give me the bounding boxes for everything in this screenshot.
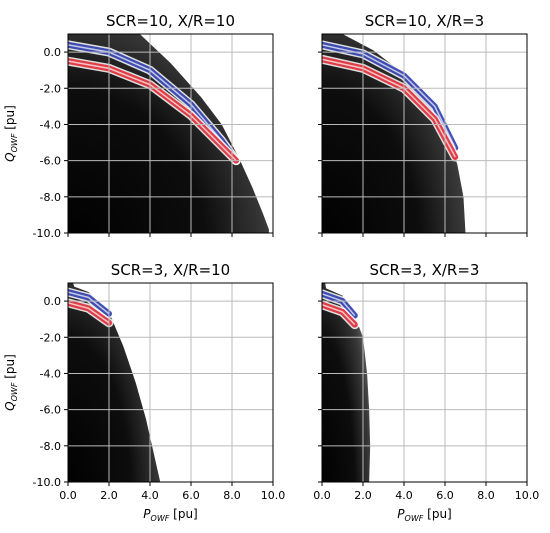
feasible-region (68, 283, 161, 482)
y-axis-label: QOWF [pu] (3, 354, 19, 411)
plot-area (68, 283, 273, 482)
y-tick-label: -8.0 (40, 440, 61, 453)
y-tick-label: 0.0 (44, 46, 62, 59)
y-tick-label: -10.0 (33, 476, 61, 489)
chart-title: SCR=10, X/R=3 (365, 12, 484, 30)
plot-area (68, 34, 273, 233)
feasible-region (68, 34, 269, 233)
x-tick-label: 8.0 (477, 489, 495, 502)
y-tick-label: -4.0 (40, 118, 61, 131)
x-axis-label: POWF [pu] (397, 507, 451, 523)
chart-panel-1: 0.0 -2.0 -4.0 -6.0 -8.0 -10.0 SCR=10, X/R=10 QO… (3, 12, 274, 240)
axes-frame (67, 33, 274, 234)
y-tick-label: -8.0 (40, 191, 61, 204)
y-tick-label: 0.0 (44, 295, 62, 308)
chart-panel-2: SCR=10, X/R=3 (318, 12, 528, 237)
x-tick-label: 0.0 (59, 489, 77, 502)
red-band-highlight (322, 304, 356, 326)
red-band-highlight (68, 60, 237, 162)
chart-title: SCR=10, X/R=10 (106, 12, 235, 30)
chart-title: SCR=3, X/R=3 (370, 261, 480, 279)
red-band-highlight (68, 302, 110, 324)
y-tick-label: -2.0 (40, 82, 61, 95)
feasible-region (322, 34, 466, 233)
axes-frame (321, 282, 528, 483)
x-tick-label: 2.0 (354, 489, 372, 502)
y-tick-label: -6.0 (40, 155, 61, 168)
chart-panel-4: 0.0 2.0 4.0 6.0 8.0 10.0 SCR=3, X/R=3 POWF [pu] (313, 261, 539, 523)
plot-area (322, 283, 527, 482)
feasible-region (322, 283, 371, 482)
x-tick-label: 4.0 (141, 489, 159, 502)
x-tick-label: 8.0 (223, 489, 241, 502)
chart-panel-3: 0.0 2.0 4.0 6.0 8.0 10.0 0.0 -2.0 -4.0 -6.0 -8.0 -1… (3, 261, 285, 523)
x-tick-label: 2.0 (100, 489, 118, 502)
y-tick-label: -10.0 (33, 227, 61, 240)
blue-band-highlight (68, 291, 110, 315)
x-tick-label: 10.0 (515, 489, 540, 502)
y-tick-label: -2.0 (40, 331, 61, 344)
x-axis-label: POWF [pu] (143, 507, 197, 523)
x-tick-label: 6.0 (436, 489, 454, 502)
x-tick-label: 10.0 (261, 489, 286, 502)
x-tick-label: 0.0 (313, 489, 331, 502)
plot-area (322, 34, 527, 233)
x-tick-label: 4.0 (395, 489, 413, 502)
y-tick-label: -4.0 (40, 367, 61, 380)
x-tick-label: 6.0 (182, 489, 200, 502)
y-axis-label: QOWF [pu] (3, 105, 19, 162)
axes-frame (321, 33, 528, 234)
axes-frame (67, 282, 274, 483)
chart-title: SCR=3, X/R=10 (111, 261, 230, 279)
y-tick-label: -6.0 (40, 404, 61, 417)
